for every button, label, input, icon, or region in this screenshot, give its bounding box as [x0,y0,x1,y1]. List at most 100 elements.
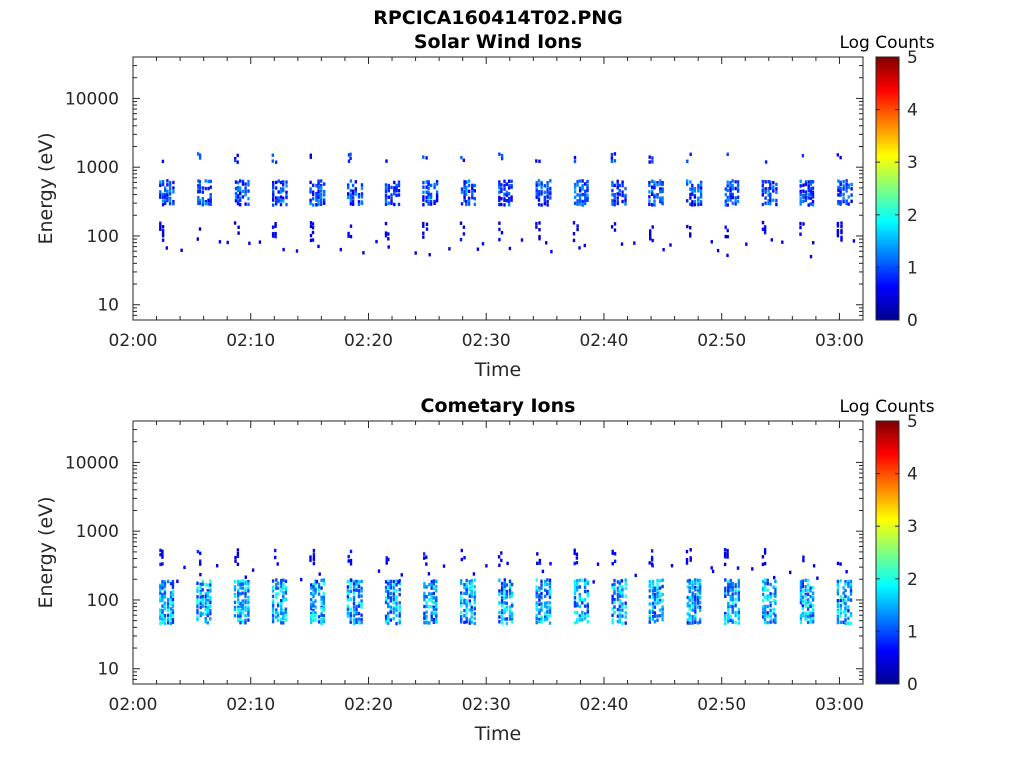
data-pixel [766,614,769,618]
data-pixel [384,231,388,235]
data-pixel [586,193,589,197]
data-pixel [320,179,323,183]
data-pixel [689,202,692,206]
data-pixel [209,600,212,605]
data-pixel [510,620,514,624]
data-pixel [465,598,468,603]
data-pixel [271,232,275,236]
data-pixel [206,613,209,618]
data-pixel [387,201,390,205]
data-pixel [764,196,767,200]
data-pixel [633,241,636,245]
data-pixel [648,584,651,589]
data-pixel [166,196,169,200]
data-pixel [576,602,579,606]
data-pixel [544,611,547,615]
data-pixel [460,611,463,615]
data-pixel [355,608,358,612]
data-pixel [312,183,315,187]
data-pixel [279,202,283,207]
data-pixel [507,179,511,183]
data-pixel [163,589,167,594]
data-pixel [199,551,202,555]
data-pixel [661,196,664,200]
data-pixel [161,231,165,236]
data-pixel [161,604,164,608]
data-pixel [349,585,352,589]
data-pixel [237,591,240,595]
data-pixel [237,225,240,229]
data-pixel [764,180,767,184]
data-pixel [247,605,250,609]
data-pixel [548,608,552,613]
data-pixel [809,604,812,608]
data-pixel [769,608,772,613]
data-pixel [159,591,162,596]
data-pixel [460,620,463,624]
data-pixel [611,620,614,625]
data-pixel [766,611,769,615]
data-pixel [234,195,238,199]
data-pixel [613,199,616,203]
data-pixel [271,225,275,229]
data-pixel [204,594,207,599]
data-pixel [360,186,364,190]
data-pixel [508,617,512,621]
data-pixel [168,190,172,194]
data-pixel [812,241,815,245]
data-pixel [726,253,729,258]
data-pixel [275,586,278,590]
data-pixel [352,611,356,615]
data-pixel [581,610,584,615]
data-pixel [507,203,511,207]
data-pixel [465,620,468,624]
data-pixel [688,589,691,594]
data-pixel [611,188,614,193]
data-pixel [432,596,435,600]
data-pixel [799,192,802,197]
data-pixel [578,179,582,183]
data-pixel [761,227,765,231]
data-pixel [236,160,239,164]
data-pixel [352,580,356,584]
data-pixel [204,582,207,587]
data-pixel [688,578,691,583]
data-pixel [769,592,772,596]
data-pixel [842,595,845,600]
data-pixel [201,594,204,599]
data-pixel [279,190,283,194]
data-pixel [244,601,247,605]
data-pixel [731,588,734,592]
data-pixel [656,592,659,596]
data-pixel [804,578,807,582]
data-pixel [576,202,579,206]
data-pixel [736,187,740,191]
data-pixel [471,186,474,191]
data-pixel [360,620,363,625]
data-pixel [199,599,202,603]
data-pixel [161,613,164,618]
data-pixel [237,598,240,602]
data-pixel [322,605,325,609]
data-pixel [198,153,202,157]
data-pixel [546,582,549,587]
data-pixel [685,561,689,565]
data-pixel [697,183,700,188]
data-pixel [322,614,325,618]
data-pixel [581,192,584,197]
data-pixel [237,588,240,593]
data-pixel [392,616,395,621]
data-pixel [537,179,541,183]
data-pixel [611,551,614,555]
data-pixel [500,588,504,592]
data-pixel [774,613,777,618]
data-pixel [233,614,237,618]
data-pixel [650,555,654,560]
data-pixel [689,152,692,156]
data-pixel [811,595,815,599]
data-pixel [247,586,250,590]
data-pixel [384,596,388,600]
data-pixel [398,581,401,586]
data-pixel [535,225,538,229]
data-pixel [540,203,543,207]
